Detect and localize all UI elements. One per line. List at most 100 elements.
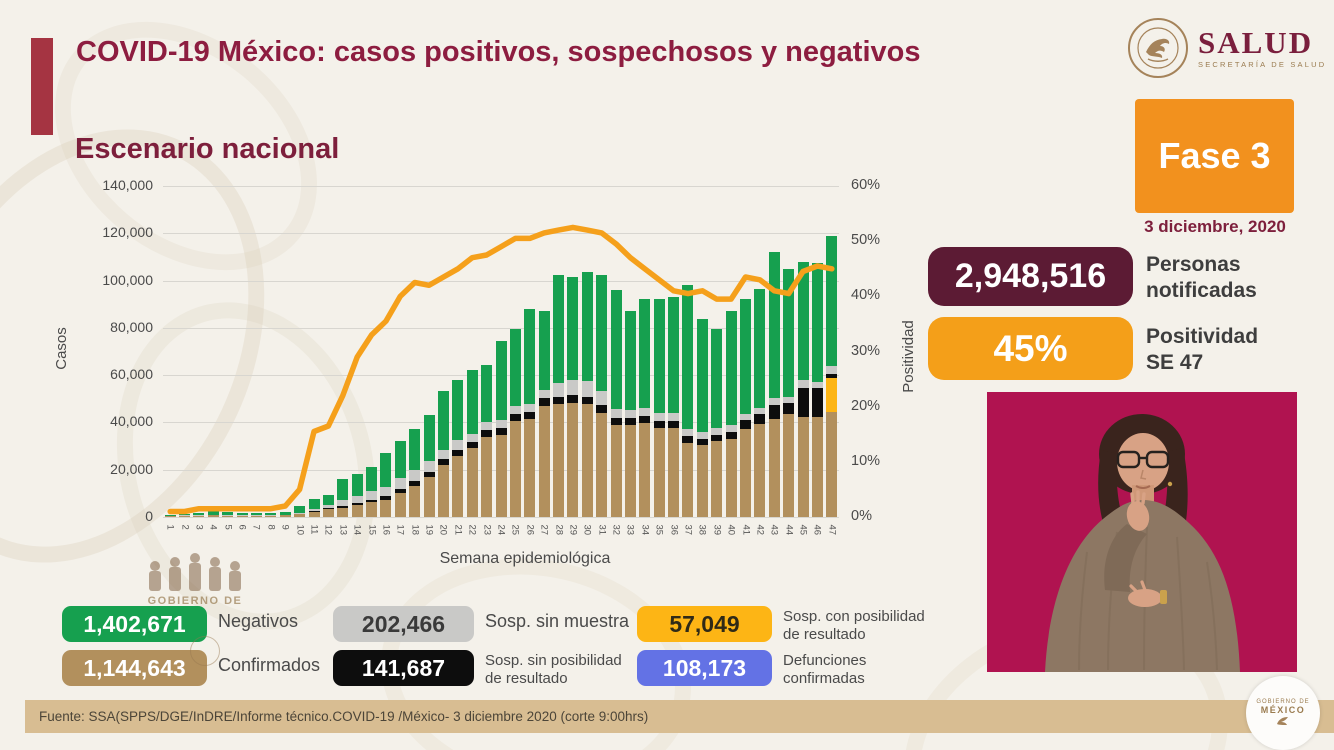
y-axis-title-left: Casos bbox=[52, 327, 70, 370]
bar-segment bbox=[495, 419, 507, 429]
stacked-bar-week-17 bbox=[394, 440, 406, 517]
bar-segment bbox=[826, 366, 838, 374]
x-axis-tick: 43 bbox=[768, 524, 780, 536]
x-axis-tick: 34 bbox=[639, 524, 651, 536]
salud-subtitle: SECRETARÍA DE SALUD bbox=[1198, 59, 1327, 69]
stacked-bar-week-11 bbox=[308, 498, 320, 517]
gridline bbox=[163, 280, 839, 282]
bar-segment bbox=[754, 288, 766, 408]
x-axis-tick: 21 bbox=[452, 524, 464, 536]
bar-segment bbox=[754, 423, 766, 517]
y-axis-tick-left: 100,000 bbox=[102, 271, 153, 288]
y-axis-tick-right: 50% bbox=[851, 232, 881, 249]
bar-segment bbox=[553, 404, 565, 517]
bar-segment bbox=[250, 513, 262, 516]
bar-segment bbox=[581, 381, 593, 397]
y-axis-tick-left: 0 bbox=[145, 508, 153, 524]
stacked-bar-week-13 bbox=[337, 479, 349, 517]
bar-segment bbox=[610, 408, 622, 419]
bar-segment bbox=[164, 515, 176, 517]
gobierno-watermark-seal bbox=[190, 636, 220, 666]
bar-segment bbox=[366, 491, 378, 500]
stacked-bar-week-47 bbox=[826, 235, 838, 517]
bar-segment bbox=[538, 405, 550, 517]
legend-value-pill: 57,049 bbox=[637, 606, 772, 642]
x-axis-tick: 13 bbox=[337, 524, 349, 536]
stacked-bar-week-25 bbox=[509, 329, 521, 517]
bar-segment bbox=[380, 499, 392, 517]
stacked-bar-week-12 bbox=[322, 494, 334, 517]
x-axis-tick: 38 bbox=[696, 524, 708, 536]
bar-segment bbox=[639, 422, 651, 517]
bar-segment bbox=[164, 516, 176, 517]
bar-segment bbox=[826, 235, 838, 367]
bar-segment bbox=[783, 268, 795, 397]
bar-segment bbox=[538, 390, 550, 399]
stacked-bar-week-42 bbox=[754, 288, 766, 517]
x-axis-tick: 33 bbox=[624, 524, 636, 536]
stacked-bar-week-2 bbox=[179, 513, 191, 517]
legend-item-sosp-sin-muestra: 202,466 Sosp. sin muestra bbox=[333, 606, 629, 642]
legend-value-pill: 1,402,671 bbox=[62, 606, 207, 642]
x-axis-tick: 8 bbox=[265, 524, 277, 530]
stacked-bar-week-34 bbox=[639, 298, 651, 517]
bar-segment bbox=[711, 428, 723, 436]
bar-segment bbox=[337, 479, 349, 500]
gridline bbox=[163, 327, 839, 329]
y-axis-tick-right: 0% bbox=[851, 508, 872, 524]
gridline bbox=[163, 233, 839, 235]
footer-source-text: Fuente: SSA(SPPS/DGE/InDRE/Informe técni… bbox=[39, 709, 649, 724]
stacked-bar-week-23 bbox=[481, 364, 493, 517]
x-axis-tick: 16 bbox=[380, 524, 392, 536]
legend-label: Defunciones confirmadas bbox=[783, 652, 867, 687]
stat-personas-notificadas-label: Personas notificadas bbox=[1146, 253, 1257, 302]
bar-segment bbox=[308, 511, 320, 517]
x-axis-tick: 30 bbox=[581, 524, 593, 536]
badge-line1: GOBIERNO DE bbox=[1256, 699, 1310, 705]
x-axis-tick: 2 bbox=[179, 524, 191, 530]
x-axis-tick: 32 bbox=[610, 524, 622, 536]
bar-segment bbox=[409, 428, 421, 471]
bar-segment bbox=[624, 418, 636, 425]
bar-segment bbox=[725, 425, 737, 433]
bar-segment bbox=[811, 388, 823, 417]
bar-segment bbox=[725, 438, 737, 517]
bar-segment bbox=[509, 329, 521, 407]
salud-logo: SALUD SECRETARÍA DE SALUD bbox=[1128, 18, 1326, 78]
bar-segment bbox=[696, 319, 708, 432]
bar-segment bbox=[466, 369, 478, 434]
bar-segment bbox=[653, 413, 665, 422]
bar-segment bbox=[567, 380, 579, 395]
bar-segment bbox=[509, 421, 521, 517]
stacked-bar-week-41 bbox=[740, 298, 751, 517]
bar-segment bbox=[538, 398, 550, 406]
x-axis-tick: 1 bbox=[164, 524, 176, 530]
bar-segment bbox=[322, 509, 334, 517]
bar-segment bbox=[596, 405, 608, 413]
bar-segment bbox=[423, 414, 435, 461]
stat-personas-notificadas-value: 2,948,516 bbox=[928, 247, 1133, 306]
legend-label: Confirmados bbox=[218, 655, 321, 675]
x-axis-tick: 19 bbox=[423, 524, 435, 536]
bar-segment bbox=[452, 455, 464, 517]
y-axis-tick-right: 20% bbox=[851, 397, 881, 414]
stacked-bar-week-18 bbox=[409, 428, 421, 517]
legend-item-sosp-con-posibilidad: 57,049 Sosp. con posibilidad de resultado bbox=[637, 606, 925, 644]
bar-segment bbox=[768, 418, 780, 517]
bar-segment bbox=[682, 442, 694, 517]
bar-segment bbox=[768, 398, 780, 406]
bar-segment bbox=[740, 298, 751, 415]
x-axis-tick: 24 bbox=[495, 524, 507, 536]
bar-segment bbox=[581, 404, 593, 517]
bar-segment bbox=[351, 505, 363, 517]
eagle-seal-icon bbox=[1128, 18, 1188, 78]
x-axis-tick: 12 bbox=[322, 524, 334, 536]
stacked-bar-week-14 bbox=[351, 473, 363, 517]
bar-segment bbox=[222, 515, 234, 517]
stacked-bar-week-6 bbox=[236, 512, 248, 517]
bar-segment bbox=[653, 428, 665, 517]
stacked-bar-week-28 bbox=[553, 275, 565, 517]
stacked-bar-week-19 bbox=[423, 414, 435, 517]
bar-segment bbox=[725, 310, 737, 426]
x-axis-tick: 47 bbox=[826, 524, 838, 536]
